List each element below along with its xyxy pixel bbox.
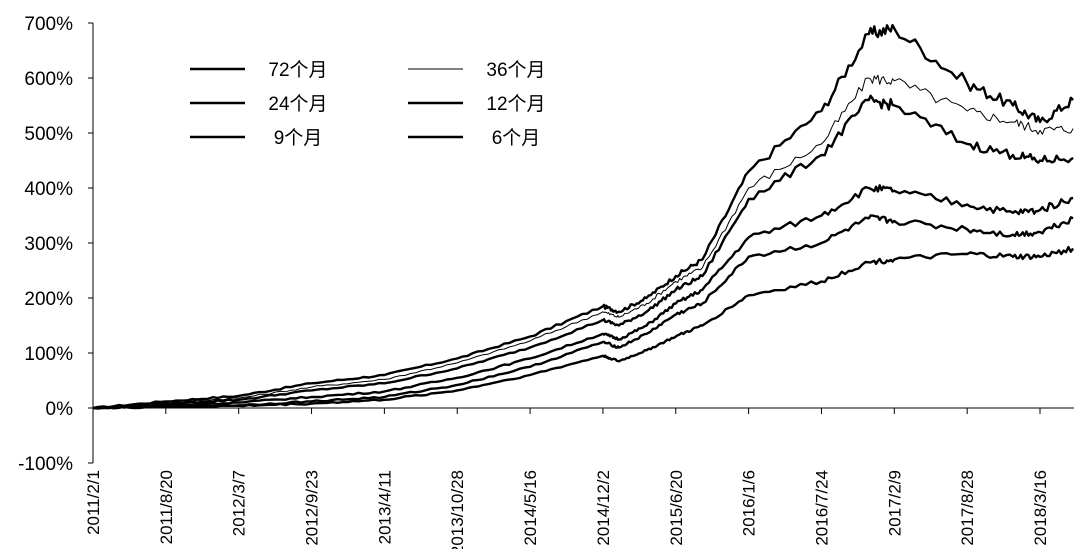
x-tick-label: 2012/3/7 <box>230 470 249 536</box>
x-tick-label: 2018/3/16 <box>1031 470 1050 546</box>
y-tick-label: 300% <box>24 234 73 255</box>
y-tick-label: 600% <box>24 69 73 90</box>
y-tick-label: 0% <box>46 399 74 420</box>
series-line <box>92 23 1074 410</box>
x-tick-label: 2017/8/28 <box>958 470 977 546</box>
x-tick-label: 2011/8/20 <box>157 470 176 544</box>
x-tick-label: 2014/12/2 <box>594 470 613 546</box>
y-tick-label: -100% <box>18 454 73 475</box>
legend-label: 24个月 <box>268 93 327 115</box>
x-tick-label: 2015/6/20 <box>667 470 686 546</box>
y-tick-label: 700% <box>24 14 73 35</box>
series-line <box>92 94 1074 410</box>
legend-label: 36个月 <box>486 59 545 81</box>
legend-label: 72个月 <box>268 59 327 81</box>
x-tick-label: 2012/9/23 <box>303 470 322 546</box>
series-lines <box>92 23 1075 410</box>
y-tick-label: 500% <box>24 124 73 145</box>
legend-label: 6个月 <box>492 127 541 149</box>
x-tick-label: 2016/1/6 <box>740 470 759 536</box>
y-tick-label: 400% <box>24 179 73 200</box>
y-tick-label: 100% <box>24 344 73 365</box>
legend-label: 12个月 <box>486 93 545 115</box>
series-line <box>92 74 1074 409</box>
x-tick-label: 2017/2/9 <box>885 470 904 536</box>
x-tick-label: 2014/5/16 <box>521 470 540 546</box>
series-line <box>92 214 1074 410</box>
legend-label: 9个月 <box>274 127 323 149</box>
axes: 700% 600% 500% 400% 300% 200% 100% 0% -100% 2011/… <box>18 14 1074 554</box>
x-tick-label: 2013/10/28 <box>448 470 467 549</box>
x-tick-label: 2016/7/24 <box>812 470 831 546</box>
y-tick-label: 200% <box>24 289 73 310</box>
series-line <box>92 245 1075 410</box>
x-tick-label: 2013/4/11 <box>375 470 394 544</box>
legend: 72个月 36个月 24个月 12个月 9个月 6个月 <box>190 59 546 149</box>
x-tick-label: 2011/2/1 <box>84 470 103 535</box>
series-line <box>92 184 1074 410</box>
